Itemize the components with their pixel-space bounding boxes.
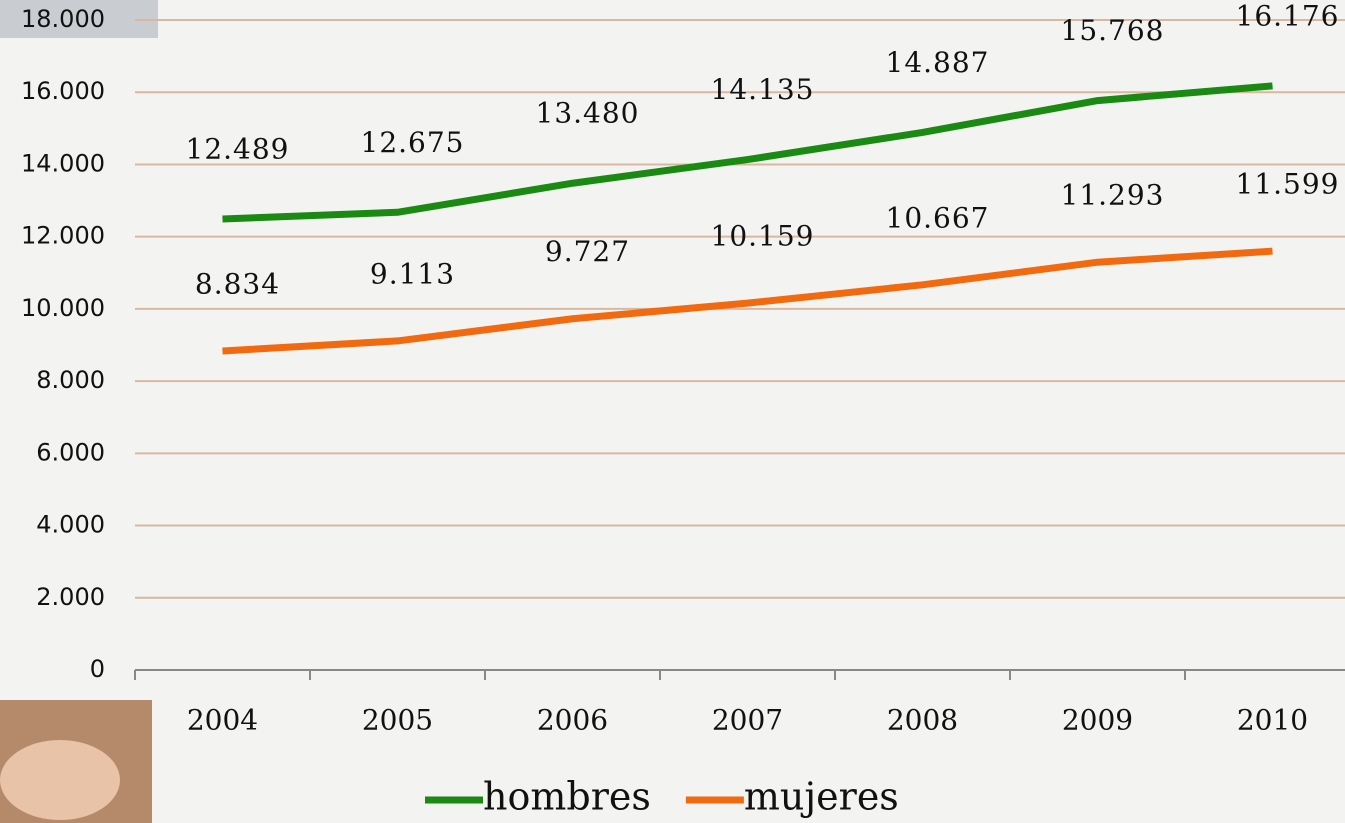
data-label: 8.834 — [195, 267, 280, 300]
background — [0, 0, 1345, 823]
y-tick-label: 14.000 — [21, 149, 105, 177]
x-tick-label: 2008 — [887, 704, 958, 737]
y-tick-label: 6.000 — [36, 438, 105, 466]
data-label: 14.135 — [711, 73, 815, 106]
x-tick-label: 2009 — [1062, 704, 1133, 737]
data-label: 11.293 — [1061, 179, 1165, 212]
legend-label: mujeres — [744, 775, 899, 819]
photo-detail — [0, 740, 120, 820]
data-label: 10.667 — [886, 201, 990, 234]
x-tick-label: 2004 — [187, 704, 258, 737]
x-tick-label: 2006 — [537, 704, 608, 737]
chart: 0 2.000 4.000 6.000 8.000 10.000 12.000 14.000 1… — [0, 0, 1345, 823]
y-tick-label: 0 — [90, 655, 105, 683]
x-tick-label: 2005 — [362, 704, 433, 737]
data-label: 16.176 — [1236, 0, 1340, 32]
data-label: 13.480 — [536, 97, 640, 130]
x-tick-label: 2010 — [1237, 704, 1308, 737]
data-label: 12.489 — [186, 133, 290, 166]
data-label: 9.113 — [370, 257, 455, 290]
y-tick-label: 4.000 — [36, 511, 105, 539]
y-tick-label: 12.000 — [21, 222, 105, 250]
x-tick-label: 2007 — [712, 704, 783, 737]
data-label: 9.727 — [545, 235, 630, 268]
data-label: 11.599 — [1236, 168, 1340, 201]
data-label: 10.159 — [711, 220, 815, 253]
y-tick-label: 18.000 — [21, 5, 105, 33]
y-tick-label: 16.000 — [21, 77, 105, 105]
y-tick-label: 8.000 — [36, 366, 105, 394]
data-label: 15.768 — [1061, 14, 1165, 47]
y-tick-label: 2.000 — [36, 583, 105, 611]
data-label: 12.675 — [361, 126, 465, 159]
legend-label: hombres — [483, 775, 651, 819]
y-tick-label: 10.000 — [21, 294, 105, 322]
data-label: 14.887 — [886, 46, 990, 79]
